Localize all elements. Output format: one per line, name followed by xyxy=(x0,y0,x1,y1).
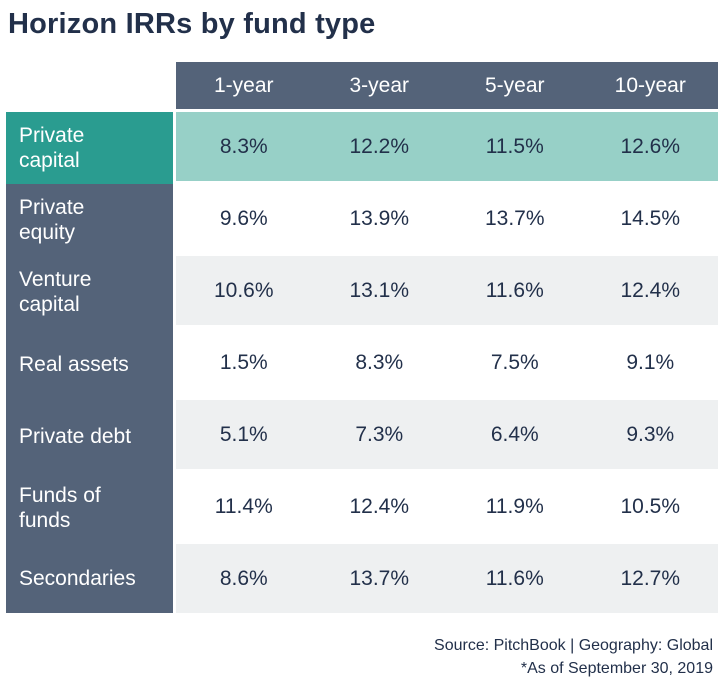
cell-value: 10.5% xyxy=(620,494,681,518)
table-row-private-debt: 5.1% 7.3% 6.4% 9.3% xyxy=(176,400,718,469)
page-title: Horizon IRRs by fund type xyxy=(8,8,376,40)
data-columns: 1-year 3-year 5-year 10-year 8.3% 12.2% … xyxy=(176,62,718,613)
table-row-private-equity: 9.6% 13.9% 13.7% 14.5% xyxy=(176,184,718,253)
column-header-5-year: 5-year xyxy=(484,73,545,97)
source-footer: Source: PitchBook | Geography: Global *A… xyxy=(434,634,713,680)
row-label-private-equity: Private equity xyxy=(6,184,173,256)
cell-value: 12.2% xyxy=(349,134,410,158)
label-header-spacer xyxy=(6,62,173,112)
cell-value: 6.4% xyxy=(490,422,539,446)
asof-line: *As of September 30, 2019 xyxy=(520,660,713,677)
cell-value: 7.5% xyxy=(490,350,539,374)
column-header-10-year: 10-year xyxy=(614,73,686,97)
row-label-private-capital: Private capital xyxy=(6,112,173,184)
row-label-funds-of-funds: Funds of funds xyxy=(6,472,173,544)
row-label-private-debt: Private debt xyxy=(6,400,173,472)
source-line: Source: PitchBook | Geography: Global xyxy=(434,637,713,654)
cell-value: 9.3% xyxy=(626,422,675,446)
column-header-row: 1-year 3-year 5-year 10-year xyxy=(176,62,718,109)
table-row-venture-capital: 10.6% 13.1% 11.6% 12.4% xyxy=(176,256,718,325)
cell-value: 1.5% xyxy=(219,350,268,374)
cell-value: 9.6% xyxy=(219,206,268,230)
cell-value: 13.7% xyxy=(484,206,545,230)
row-label-column: Private capital Private equity Venture c… xyxy=(6,62,173,613)
cell-value: 8.3% xyxy=(355,350,404,374)
row-label-venture-capital: Venture capital xyxy=(6,256,173,328)
cell-value: 5.1% xyxy=(219,422,268,446)
cell-value: 11.5% xyxy=(485,134,544,158)
cell-value: 8.3% xyxy=(219,134,268,158)
cell-value: 11.6% xyxy=(485,278,544,302)
cell-value: 13.9% xyxy=(349,206,410,230)
cell-value: 14.5% xyxy=(620,206,681,230)
cell-value: 12.4% xyxy=(349,494,410,518)
cell-value: 12.6% xyxy=(620,134,681,158)
row-label-real-assets: Real assets xyxy=(6,328,173,400)
column-header-1-year: 1-year xyxy=(213,73,274,97)
table-row-real-assets: 1.5% 8.3% 7.5% 9.1% xyxy=(176,328,718,397)
cell-value: 13.7% xyxy=(349,566,410,590)
cell-value: 13.1% xyxy=(349,278,410,302)
column-header-3-year: 3-year xyxy=(349,73,410,97)
cell-value: 9.1% xyxy=(626,350,675,374)
table-row-private-capital: 8.3% 12.2% 11.5% 12.6% xyxy=(176,112,718,181)
cell-value: 12.4% xyxy=(620,278,681,302)
row-label-secondaries: Secondaries xyxy=(6,544,173,613)
cell-value: 11.4% xyxy=(214,494,273,518)
cell-value: 11.9% xyxy=(485,494,544,518)
cell-value: 10.6% xyxy=(213,278,274,302)
irr-table: Private capital Private equity Venture c… xyxy=(6,62,718,613)
cell-value: 12.7% xyxy=(620,566,681,590)
table-row-funds-of-funds: 11.4% 12.4% 11.9% 10.5% xyxy=(176,472,718,541)
cell-value: 8.6% xyxy=(219,566,268,590)
cell-value: 7.3% xyxy=(355,422,404,446)
cell-value: 11.6% xyxy=(485,566,544,590)
table-row-secondaries: 8.6% 13.7% 11.6% 12.7% xyxy=(176,544,718,613)
